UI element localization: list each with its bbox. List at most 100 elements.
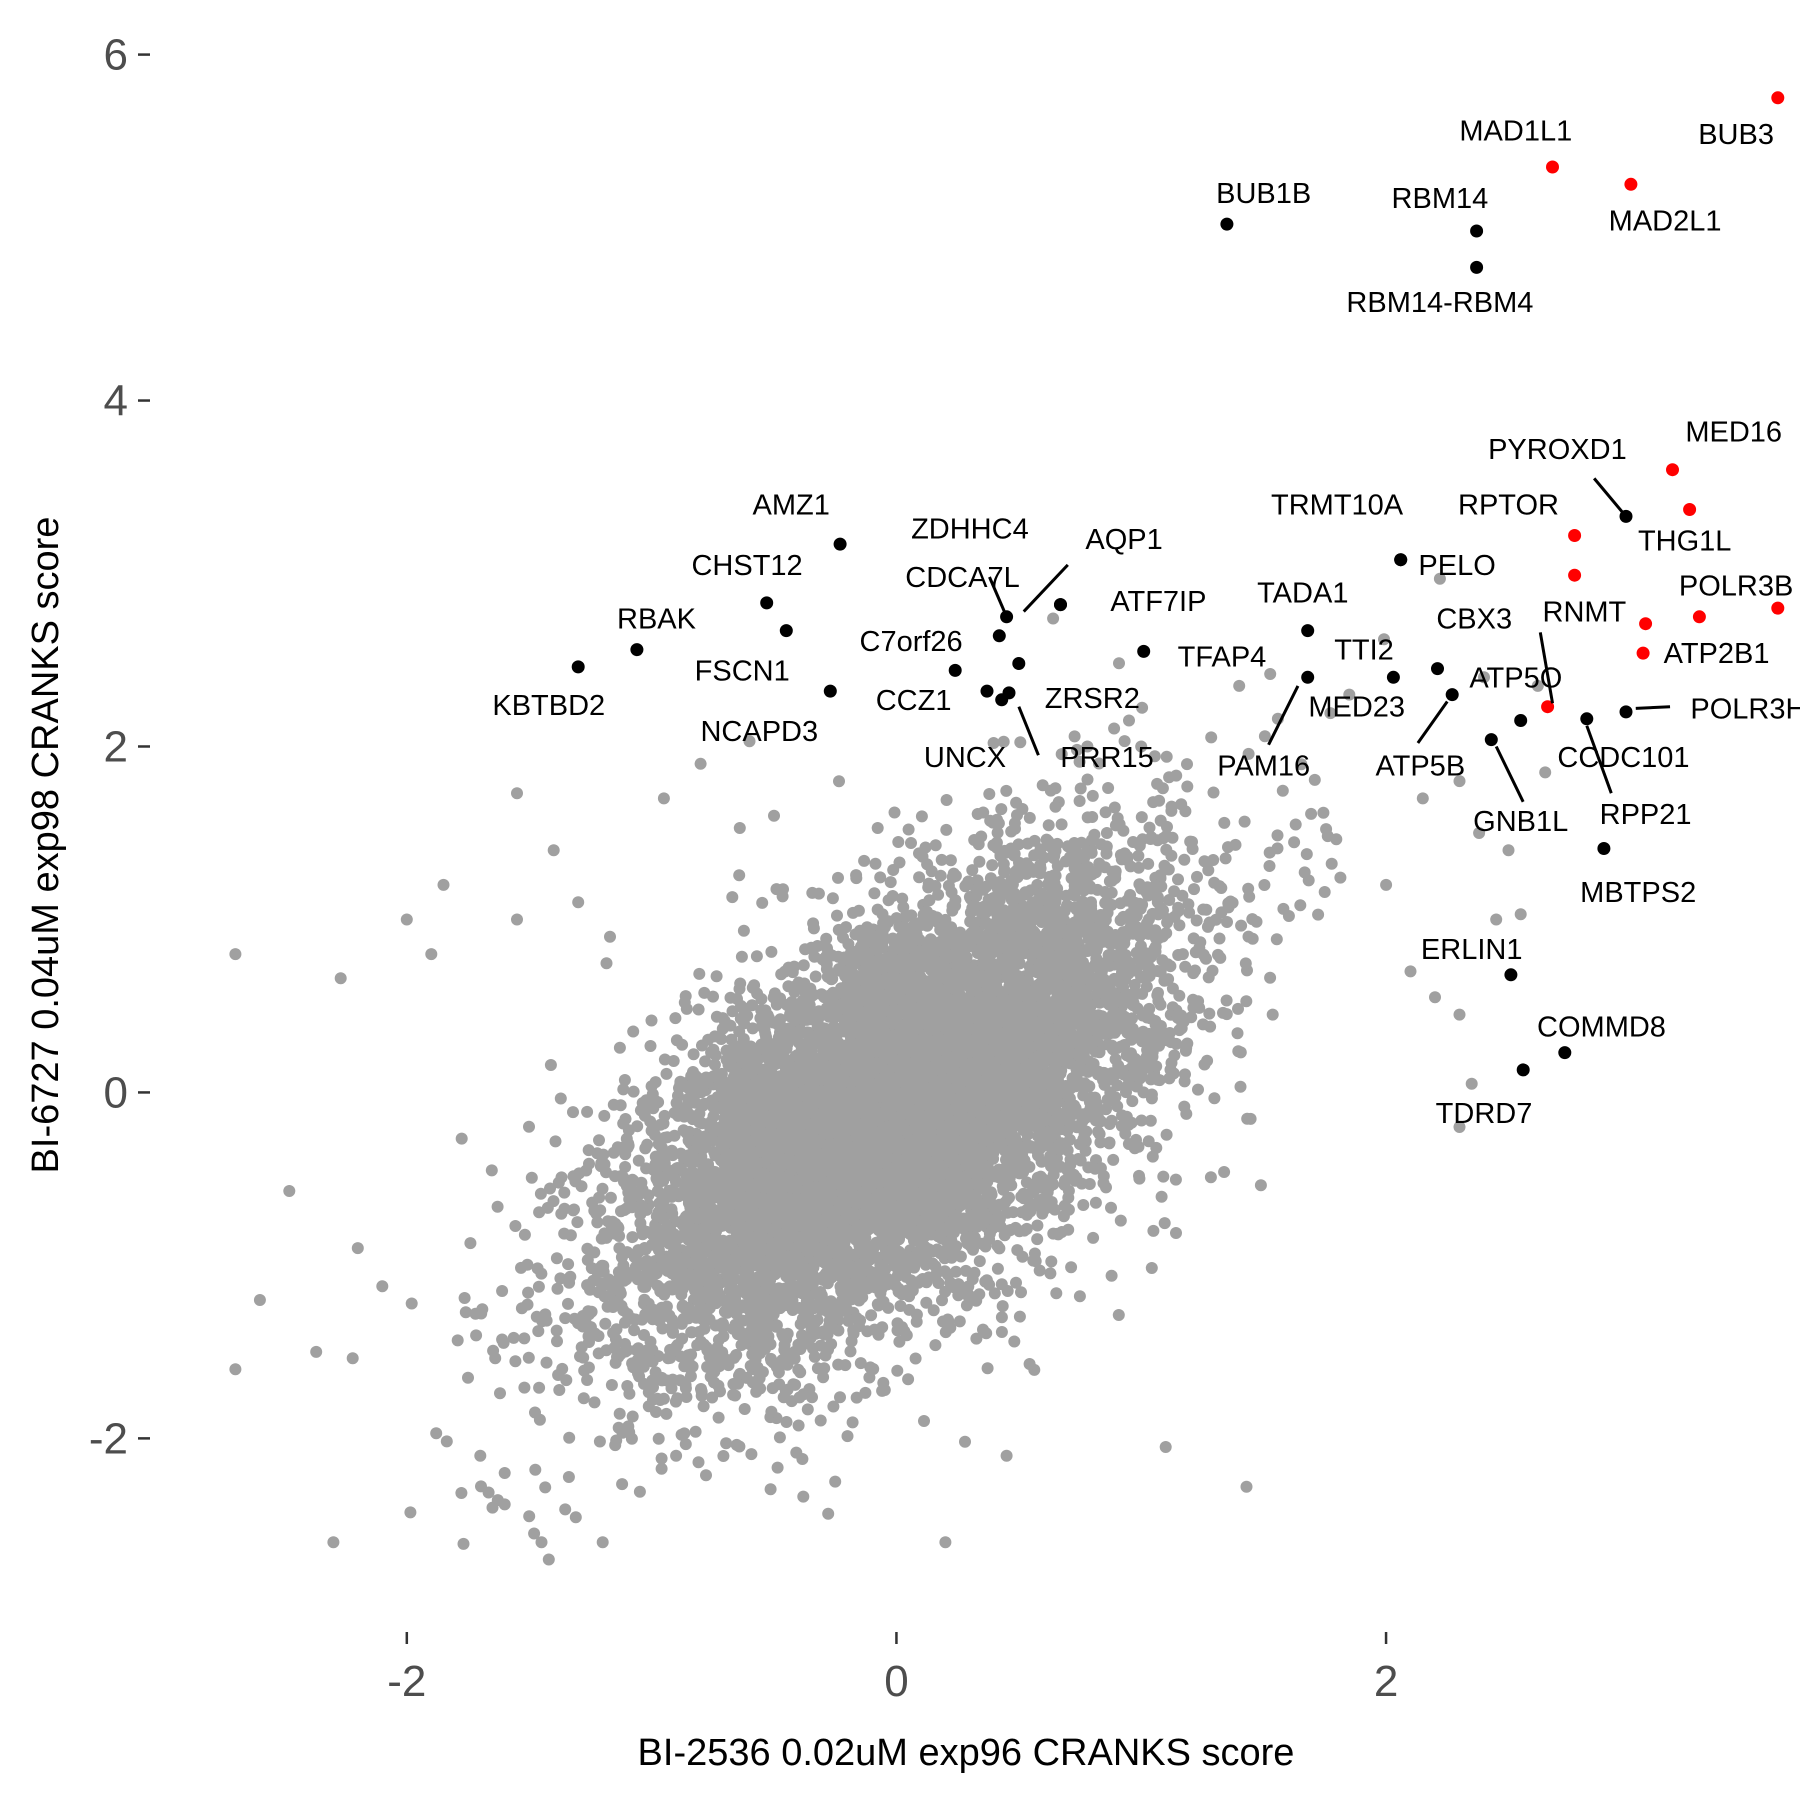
data-point: [730, 1438, 743, 1451]
data-point: [1215, 882, 1228, 894]
data-point: [652, 1432, 665, 1445]
data-point: [1231, 1027, 1244, 1040]
data-point: [1202, 971, 1215, 984]
data-point: [712, 1411, 725, 1424]
data-point: [1136, 701, 1149, 714]
data-point: [1240, 995, 1253, 1008]
data-point: [627, 1025, 640, 1038]
data-point: [440, 1435, 453, 1448]
data-point: [554, 1092, 567, 1105]
data-point: [1058, 1199, 1071, 1212]
data-point: [1288, 836, 1301, 849]
data-point: [995, 803, 1008, 816]
data-point: [1266, 1008, 1279, 1021]
data-point: [599, 1317, 612, 1330]
data-point: [562, 1258, 575, 1271]
data-point: [697, 1400, 710, 1413]
data-point: [1031, 1233, 1044, 1246]
data-point: [692, 1003, 705, 1016]
data-point: [1087, 1231, 1100, 1244]
data-point: [645, 1014, 658, 1027]
data-point: [617, 1083, 630, 1096]
data-point: [973, 1255, 986, 1268]
data-point: [975, 830, 988, 843]
data-point: [655, 1462, 668, 1475]
data-point: [973, 855, 986, 868]
data-point: [1170, 1227, 1182, 1239]
data-point: [1181, 758, 1193, 771]
data-point: [518, 1332, 531, 1345]
data-point: [609, 1439, 622, 1452]
data-point: [549, 1135, 562, 1148]
data-point: [1234, 1046, 1247, 1059]
points-layer: [229, 91, 1785, 1566]
data-point: [458, 1292, 471, 1304]
data-point: [1109, 872, 1122, 885]
data-point: [1330, 833, 1343, 846]
data-point: [909, 1352, 922, 1365]
data-point: [532, 1325, 545, 1338]
data-point: [1220, 994, 1233, 1007]
data-point: [1093, 757, 1105, 770]
data-point: [996, 1300, 1009, 1313]
data-point: [578, 1364, 591, 1377]
data-point: [822, 1507, 835, 1520]
data-point: [675, 1428, 688, 1441]
data-point: [598, 1109, 611, 1122]
data-point: [1300, 848, 1313, 861]
data-point: [550, 1324, 563, 1337]
data-point: [1197, 903, 1210, 916]
data-point: [1112, 1309, 1125, 1321]
data-point: [1126, 1095, 1139, 1108]
data-point: [634, 1217, 647, 1230]
data-point: [626, 1231, 639, 1244]
data-point: [569, 1175, 582, 1188]
data-point: [1190, 914, 1203, 927]
data-point: [1235, 919, 1248, 932]
data-point: [550, 1252, 563, 1265]
data-point: [496, 1285, 509, 1297]
data-point: [1148, 750, 1161, 763]
data-point: [1294, 899, 1307, 912]
data-point: [1179, 805, 1192, 818]
data-point: [459, 1306, 472, 1319]
data-point: [628, 1324, 641, 1337]
data-point: [562, 1297, 574, 1310]
data-point: [738, 1403, 751, 1415]
data-point: [518, 1381, 531, 1394]
data-point: [539, 1481, 552, 1494]
data-point: [940, 823, 953, 836]
data-point: [1191, 870, 1203, 883]
data-point: [874, 871, 887, 884]
data-point: [893, 1335, 906, 1348]
data-point: [884, 876, 897, 889]
data-point: [626, 1410, 639, 1423]
data-point: [1062, 1184, 1075, 1197]
data-point: [765, 945, 778, 958]
data-point: [644, 1040, 657, 1052]
data-point: [1232, 1002, 1244, 1015]
data-point: [871, 822, 884, 834]
data-point: [1218, 816, 1231, 829]
data-point: [522, 1351, 535, 1364]
data-point: [1160, 750, 1173, 763]
data-point: [919, 841, 932, 854]
data-point: [476, 1303, 489, 1316]
data-point: [1378, 633, 1390, 646]
data-point: [563, 1431, 576, 1444]
data-point: [1010, 796, 1023, 809]
data-point: [457, 1537, 470, 1550]
data-point: [598, 1227, 611, 1240]
data-point: [1142, 857, 1155, 870]
data-point: [750, 950, 763, 963]
data-point: [533, 1413, 546, 1426]
data-point: [569, 1511, 582, 1524]
data-point: [404, 1506, 417, 1519]
data-point: [658, 1053, 671, 1066]
data-point: [1099, 806, 1112, 819]
data-point: [1023, 811, 1036, 824]
data-point: [687, 1048, 700, 1061]
data-point: [588, 1396, 601, 1409]
data-point: [470, 1329, 483, 1342]
data-point: [920, 1296, 933, 1309]
